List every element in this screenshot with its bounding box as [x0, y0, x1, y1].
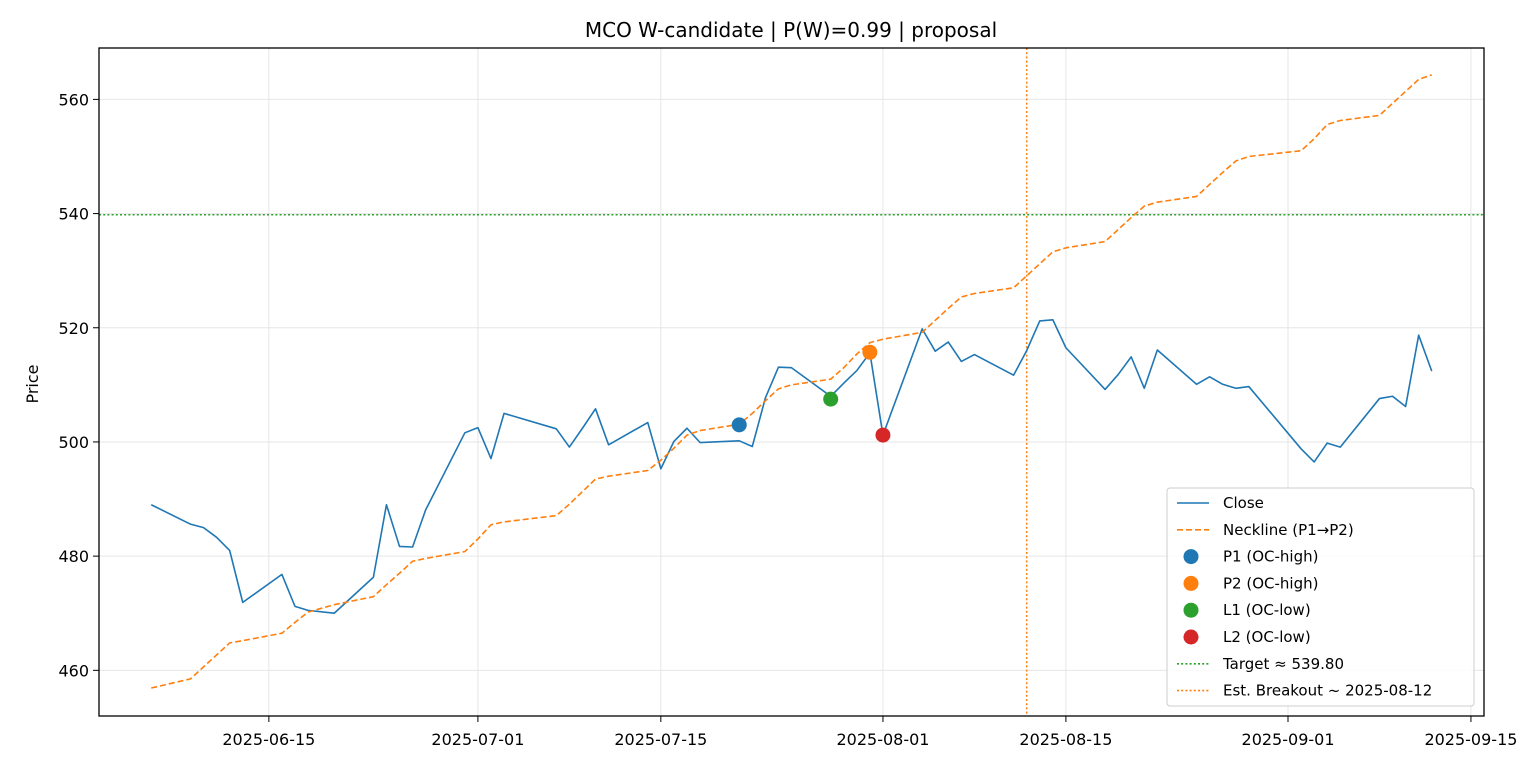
legend-label: P2 (OC-high) — [1223, 574, 1318, 592]
y-tick-label: 560 — [58, 90, 89, 109]
legend-target: Target ≈ 539.80 — [1177, 655, 1344, 673]
y-axis-label: Price — [23, 364, 42, 403]
legend-p1: P1 (OC-high) — [1183, 548, 1318, 566]
y-tick-label: 460 — [58, 661, 89, 680]
y-tick-label: 500 — [58, 433, 89, 452]
l2-marker — [875, 427, 891, 443]
legend-marker-swatch — [1183, 549, 1199, 565]
l1-marker — [823, 391, 839, 407]
data-series — [150, 74, 1433, 689]
x-axis-ticks: 2025-06-15 2025-07-01 2025-07-15 2025-08-01… — [222, 716, 1517, 749]
legend-label: L1 (OC-low) — [1223, 601, 1311, 619]
y-axis-ticks: 460 480 500 520 540 560 — [58, 90, 99, 680]
y-tick-label: 540 — [58, 205, 89, 224]
x-tick-label: 2025-08-01 — [836, 730, 929, 749]
legend-marker-swatch — [1183, 575, 1199, 591]
legend-label: Est. Breakout ~ 2025-08-12 — [1223, 682, 1432, 700]
x-tick-label: 2025-09-01 — [1242, 730, 1335, 749]
plot-frame — [98, 47, 1485, 717]
legend-l1: L1 (OC-low) — [1183, 601, 1311, 619]
x-tick-label: 2025-07-15 — [614, 730, 707, 749]
legend-label: L2 (OC-low) — [1223, 628, 1311, 646]
legend-marker-swatch — [1183, 629, 1199, 645]
chart-title: MCO W-candidate | P(W)=0.99 | proposal — [585, 18, 997, 42]
neckline-line — [151, 74, 1433, 689]
pattern-markers — [731, 344, 891, 443]
x-tick-label: 2025-07-01 — [431, 730, 524, 749]
p1-marker — [731, 417, 747, 433]
y-tick-label: 520 — [58, 319, 89, 338]
legend-l2: L2 (OC-low) — [1183, 628, 1311, 646]
legend-p2: P2 (OC-high) — [1183, 574, 1318, 592]
x-tick-label: 2025-09-15 — [1424, 730, 1517, 749]
legend: Close Neckline (P1→P2) P1 (OC-high) P2 (OC-… — [1166, 487, 1475, 707]
x-tick-label: 2025-06-15 — [222, 730, 315, 749]
legend-label: Target ≈ 539.80 — [1222, 655, 1344, 673]
legend-label: Close — [1223, 494, 1264, 512]
y-tick-label: 480 — [58, 547, 89, 566]
p2-marker — [862, 344, 878, 360]
legend-breakout: Est. Breakout ~ 2025-08-12 — [1177, 682, 1432, 700]
x-tick-label: 2025-08-15 — [1019, 730, 1112, 749]
legend-label: Neckline (P1→P2) — [1223, 521, 1354, 539]
legend-marker-swatch — [1183, 602, 1199, 618]
legend-box — [1166, 487, 1475, 707]
grid-lines — [99, 48, 1484, 716]
legend-neckline: Neckline (P1→P2) — [1177, 521, 1354, 539]
legend-label: P1 (OC-high) — [1223, 548, 1318, 566]
legend-close: Close — [1177, 494, 1264, 512]
